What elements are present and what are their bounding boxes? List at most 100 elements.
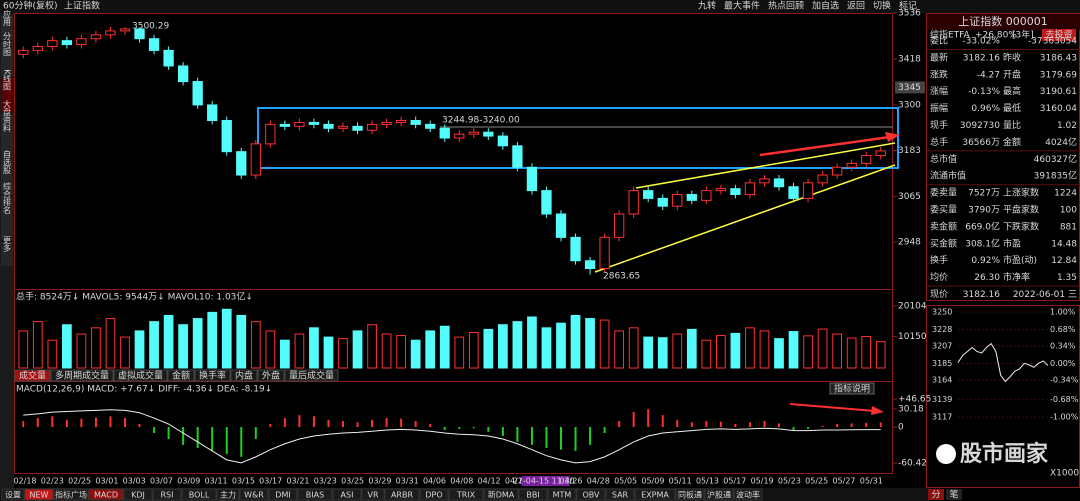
volume-tab-label[interactable]: 内盘 <box>235 370 253 382</box>
volume-tab-label[interactable]: 金额 <box>172 370 190 382</box>
bottom-tab-label[interactable]: KDJ <box>131 491 145 500</box>
sidebar-label[interactable]: 应用 <box>3 9 12 27</box>
bottom-tab[interactable] <box>419 488 449 501</box>
bottom-tab[interactable] <box>704 488 734 501</box>
bottom-tab[interactable] <box>634 488 676 501</box>
bottom-tab[interactable] <box>448 488 484 501</box>
bottom-tab[interactable] <box>297 488 333 501</box>
bottom-tab[interactable] <box>361 488 385 501</box>
bottom-tab-label[interactable]: VR <box>367 491 378 500</box>
sidebar-label[interactable]: 更多 <box>3 236 12 253</box>
sidebar-label[interactable]: 综合排名 <box>3 181 12 215</box>
menu-item[interactable]: 热点回顾 <box>768 0 804 12</box>
bottom-tab[interactable] <box>675 488 705 501</box>
bottom-tab[interactable] <box>268 488 298 501</box>
volume-tab[interactable] <box>167 369 195 382</box>
bottom-tab-label[interactable]: 指标广场 <box>55 490 87 500</box>
bottom-tab[interactable] <box>384 488 420 501</box>
bottom-tab-label[interactable]: DPO <box>425 491 442 500</box>
bottom-tab[interactable] <box>576 488 606 501</box>
bottom-tab-label[interactable]: DMI <box>275 491 290 500</box>
volume-tab[interactable] <box>14 369 51 382</box>
volume-bar <box>745 327 755 369</box>
volume-tab-label[interactable]: 虚拟成交量 <box>118 370 163 382</box>
bottom-tab-label[interactable]: RSI <box>161 491 174 500</box>
bottom-tab-label[interactable]: BBI <box>526 491 539 500</box>
bottom-tab-label[interactable]: MTM <box>553 491 572 500</box>
sidebar-tab[interactable] <box>1 42 13 76</box>
volume-tab[interactable] <box>230 369 258 382</box>
menu-item[interactable]: 切换 <box>873 0 891 12</box>
sidebar-tab[interactable] <box>1 114 13 158</box>
bottom-tab[interactable] <box>733 488 763 501</box>
bottom-tab-label[interactable]: ASI <box>341 491 354 500</box>
bottom-tab-label[interactable]: W&R <box>244 491 264 500</box>
bottom-tab[interactable] <box>239 488 269 501</box>
bottom-tab-label[interactable]: 新DMA <box>488 490 515 500</box>
volume-tab-label[interactable]: 成交量 <box>19 370 46 382</box>
menu-item[interactable]: 标记 <box>899 0 917 12</box>
bottom-tab-label[interactable]: 沪股通 <box>707 490 731 500</box>
bottom-tab-label[interactable]: 同板通 <box>678 490 702 500</box>
quote-label: 总手 <box>930 136 948 148</box>
bottom-tab[interactable] <box>24 488 54 501</box>
bottom-tab[interactable] <box>332 488 362 501</box>
bottom-tab-label[interactable]: TRIX <box>456 491 476 500</box>
bottom-tab[interactable] <box>152 488 182 501</box>
bottom-tab[interactable] <box>605 488 635 501</box>
mini-tab[interactable] <box>946 489 962 500</box>
volume-tab[interactable] <box>50 369 114 382</box>
mini-tab-label[interactable]: 分 <box>931 490 940 501</box>
x-tick-label: 03/15 <box>232 477 255 486</box>
volume-tab[interactable] <box>257 369 285 382</box>
sidebar-tab[interactable] <box>1 196 13 240</box>
sidebar-tab[interactable] <box>1 16 13 40</box>
volume-tab-label[interactable]: 多周期成交量 <box>55 370 109 382</box>
mini-tab[interactable] <box>928 489 944 500</box>
bottom-tab[interactable] <box>518 488 548 501</box>
bottom-tab[interactable] <box>483 488 519 501</box>
sidebar-tab[interactable] <box>1 242 13 266</box>
bottom-tab-label[interactable]: MACD <box>94 491 118 500</box>
volume-tab[interactable] <box>284 369 339 382</box>
menu-item[interactable]: 最大事件 <box>724 0 760 12</box>
menu-item[interactable]: 返回 <box>847 0 865 12</box>
bottom-tab-label[interactable]: ARBR <box>391 491 414 500</box>
y-tick-label: 3139 <box>932 395 952 404</box>
volume-tab-label[interactable]: 外盘 <box>262 370 280 382</box>
bottom-tab-label[interactable]: SAR <box>612 491 629 500</box>
help-button-label[interactable]: 指标说明 <box>834 383 870 395</box>
sidebar-label[interactable]: 大盘资料 <box>3 99 12 133</box>
invest-label[interactable]: 去投资 <box>1045 29 1072 41</box>
volume-tab[interactable] <box>194 369 231 382</box>
bottom-tab[interactable] <box>181 488 217 501</box>
volume-tab-label[interactable]: 量后成交量 <box>289 370 334 382</box>
bottom-tab-label[interactable]: NEW <box>30 491 49 500</box>
bottom-tab-label[interactable]: 波动率 <box>736 490 760 500</box>
sidebar-tab[interactable] <box>1 78 13 112</box>
sidebar-tab[interactable] <box>1 160 13 194</box>
help-button[interactable] <box>829 382 875 395</box>
menu-item[interactable]: 九转 <box>698 0 716 12</box>
bottom-tab[interactable] <box>88 488 124 501</box>
bottom-tab[interactable] <box>1 488 25 501</box>
invest-button[interactable] <box>1042 29 1076 41</box>
volume-tab-label[interactable]: 换手率 <box>199 370 226 382</box>
volume-tab[interactable] <box>113 369 168 382</box>
bottom-tab-label[interactable]: 设置 <box>5 490 21 500</box>
quote-value: 460327亿 <box>1034 153 1077 165</box>
bottom-tab-label[interactable]: BOLL <box>189 491 210 500</box>
mini-tab-label[interactable]: 笔 <box>949 489 958 501</box>
sidebar-label[interactable]: 自选股 <box>3 149 12 175</box>
bottom-tab[interactable] <box>123 488 153 501</box>
sidebar-label[interactable]: K线图 <box>3 69 12 91</box>
sidebar-label[interactable]: 分时图 <box>3 32 12 57</box>
bottom-tab-label[interactable]: 主力 <box>220 490 236 500</box>
bottom-tab-label[interactable]: OBV <box>582 491 600 500</box>
menu-item[interactable]: 加自选 <box>812 0 839 12</box>
bottom-tab[interactable] <box>547 488 577 501</box>
bottom-tab[interactable] <box>53 488 89 501</box>
bottom-tab-label[interactable]: EXPMA <box>641 491 669 500</box>
bottom-tab-label[interactable]: BIAS <box>306 491 324 500</box>
bottom-tab[interactable] <box>216 488 240 501</box>
